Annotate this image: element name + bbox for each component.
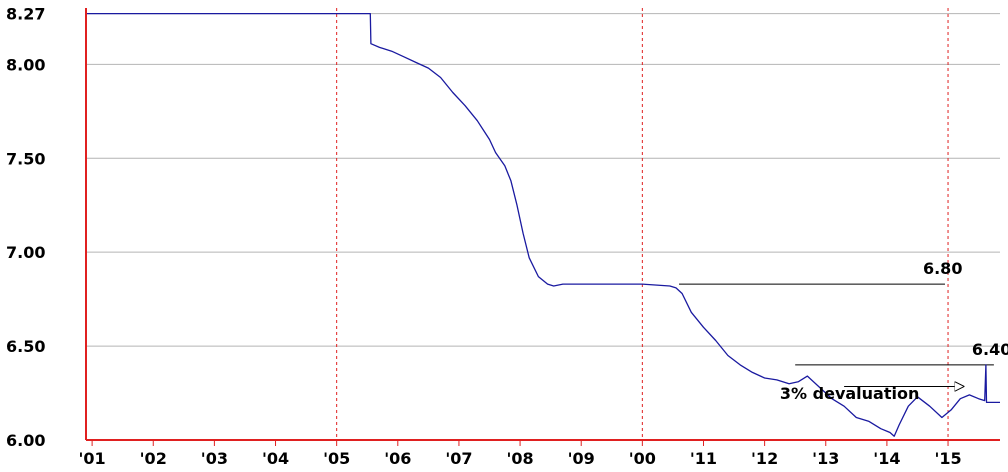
y-tick-label: 7.50 [6, 149, 45, 168]
reference-lines [679, 283, 994, 366]
axes [85, 8, 1000, 446]
series-layer [86, 12, 1000, 437]
x-tick-label: '08 [506, 449, 533, 468]
reference-line-label: 6.40 [972, 340, 1008, 359]
x-tick-label: '09 [568, 449, 595, 468]
reference-line-label: 6.80 [923, 259, 962, 278]
y-tick-label: 6.00 [6, 431, 45, 450]
period-dividers [336, 8, 949, 440]
x-tick-labels: '01 '02 '03 '04 '05 '06 '07 '08 '09 '00 '11 '12 '13 '… [79, 449, 962, 468]
annotation-label: 3% devaluation [780, 384, 919, 403]
x-tick-label: '02 [140, 449, 167, 468]
x-tick-label: '03 [201, 449, 228, 468]
x-tick-label: '12 [751, 449, 778, 468]
gridlines [86, 13, 1000, 347]
x-tick-label: '15 [934, 449, 961, 468]
y-tick-label: 7.00 [6, 243, 45, 262]
x-tick-label: '07 [445, 449, 472, 468]
y-tick-label: 6.50 [6, 337, 45, 356]
x-tick-label: '14 [873, 449, 900, 468]
x-tick-label: '13 [812, 449, 839, 468]
series-line [86, 12, 1000, 437]
x-tick-label: '06 [384, 449, 411, 468]
x-tick-label: '00 [629, 449, 656, 468]
annotations: 6.80 6.40 3% devaluation [780, 259, 1008, 403]
y-tick-labels: 6.00 6.50 7.00 7.50 8.00 8.27 [6, 5, 45, 450]
y-tick-label: 8.00 [6, 55, 45, 74]
x-tick-label: '11 [690, 449, 717, 468]
x-tick-label: '04 [262, 449, 289, 468]
y-tick-label: 8.27 [6, 5, 45, 24]
x-tick-label: '05 [323, 449, 350, 468]
x-tick-label: '01 [79, 449, 106, 468]
